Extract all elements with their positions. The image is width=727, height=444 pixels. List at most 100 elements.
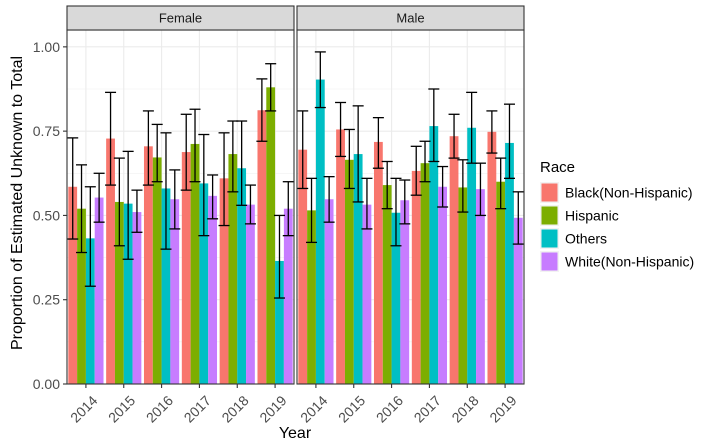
bar [143, 146, 153, 384]
bar [68, 186, 78, 384]
bar [429, 126, 439, 384]
bar [476, 189, 485, 384]
error-bar [67, 137, 79, 240]
x-tick-label: 2017 [411, 392, 444, 425]
error-bar [399, 179, 411, 225]
error-bar [419, 140, 431, 183]
error-bar [236, 120, 248, 206]
bar [438, 186, 448, 384]
bar [190, 143, 200, 384]
bar [373, 141, 383, 384]
bar [94, 197, 104, 384]
legend-label: Hispanic [565, 208, 619, 224]
bar [228, 154, 238, 384]
error-bar [297, 110, 309, 190]
y-axis-title: Proportion of Estimated Unknown to Total [9, 56, 26, 350]
error-bar [169, 169, 181, 230]
bar [283, 208, 293, 384]
error-bar [151, 123, 163, 183]
x-tick-label: 2015 [105, 392, 138, 425]
bar [382, 185, 392, 384]
error-bar [437, 165, 449, 208]
bar [132, 212, 142, 384]
error-bar [105, 91, 117, 186]
bar [400, 200, 410, 384]
bar [170, 199, 180, 384]
error-bar [244, 184, 256, 225]
bar [275, 260, 284, 384]
error-bar [160, 132, 172, 250]
x-tick-label: 2016 [143, 392, 176, 425]
legend-label: Others [565, 231, 607, 247]
x-tick-label: 2019 [256, 392, 289, 425]
x-axis-title: Year [279, 425, 312, 442]
x-tick-label: 2014 [67, 392, 100, 425]
error-bar [84, 186, 96, 287]
legend-label: White(Non-Hispanic) [565, 254, 694, 270]
bar [324, 199, 334, 384]
x-tick-label: 2016 [373, 392, 406, 425]
error-bar [361, 177, 373, 230]
legend-swatch [541, 229, 558, 248]
bar [123, 203, 133, 384]
error-bar [122, 150, 134, 260]
bar [298, 149, 308, 384]
bar [246, 204, 255, 384]
error-bar [131, 189, 143, 233]
bar [257, 110, 267, 385]
bar [353, 154, 363, 384]
error-bar [512, 191, 524, 245]
legend-label: Black(Non-Hispanic) [565, 185, 693, 201]
bar [106, 138, 115, 384]
error-bar [207, 174, 219, 220]
error-bar [282, 181, 294, 237]
error-bar [495, 157, 507, 210]
y-tick-label: 1.00 [33, 39, 60, 55]
legend-swatch [541, 183, 558, 202]
legend: Race Black(Non-Hispanic) Hispanic Others Wh… [540, 159, 694, 272]
error-bar [448, 113, 460, 159]
bar [266, 87, 276, 385]
y-tick-label: 0.25 [33, 292, 60, 308]
bar [152, 157, 162, 384]
error-bar [142, 110, 154, 186]
legend-item: White(Non-Hispanic) [540, 251, 694, 272]
strip-background [296, 5, 525, 31]
error-bar [113, 157, 125, 247]
legend-swatch [541, 206, 558, 225]
bar [449, 136, 459, 384]
error-bar [343, 128, 355, 190]
bar [161, 188, 171, 384]
error-bar [76, 164, 88, 254]
bar [362, 204, 372, 384]
bar [199, 183, 209, 384]
bar [391, 212, 401, 384]
y-tick-label: 0.75 [33, 123, 60, 139]
bar [336, 129, 345, 384]
bar [458, 187, 468, 384]
error-bar [474, 162, 486, 217]
legend-item: Hispanic [540, 205, 619, 226]
error-bar [314, 51, 326, 109]
bar [513, 217, 523, 384]
y-tick-label: 0.50 [33, 207, 60, 223]
bar [420, 163, 430, 384]
bar [114, 201, 124, 384]
error-bar [503, 103, 515, 179]
error-bar [256, 78, 268, 142]
bar [237, 168, 247, 384]
error-bar [372, 117, 384, 169]
panel-male: Male 2014 2015 2016 2017 2018 2019 [296, 5, 525, 426]
bar [411, 170, 421, 384]
error-bar [428, 88, 440, 163]
bar [496, 181, 506, 384]
error-bar [486, 110, 498, 154]
bar [307, 210, 316, 384]
bar [219, 178, 229, 384]
error-bar [390, 177, 402, 247]
strip-background [66, 5, 295, 31]
error-bar [198, 133, 210, 237]
y-tick-label: 0.00 [33, 376, 60, 392]
